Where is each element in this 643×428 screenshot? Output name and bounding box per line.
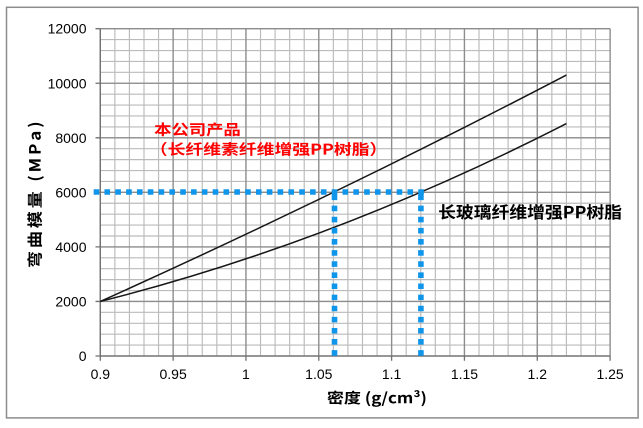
svg-text:0.95: 0.95 (160, 366, 187, 382)
svg-text:0.9: 0.9 (91, 366, 111, 382)
svg-text:1.2: 1.2 (528, 366, 548, 382)
svg-text:2000: 2000 (55, 293, 86, 309)
svg-text:1.25: 1.25 (596, 366, 623, 382)
svg-text:8000: 8000 (55, 130, 86, 146)
svg-text:12000: 12000 (48, 21, 87, 37)
svg-text:1.15: 1.15 (451, 366, 478, 382)
svg-text:1: 1 (242, 366, 250, 382)
svg-text:10000: 10000 (48, 75, 87, 91)
svg-text:1.05: 1.05 (305, 366, 332, 382)
svg-text:4000: 4000 (55, 239, 86, 255)
svg-text:6000: 6000 (55, 184, 86, 200)
svg-text:0: 0 (79, 348, 87, 364)
svg-text:1.1: 1.1 (382, 366, 402, 382)
